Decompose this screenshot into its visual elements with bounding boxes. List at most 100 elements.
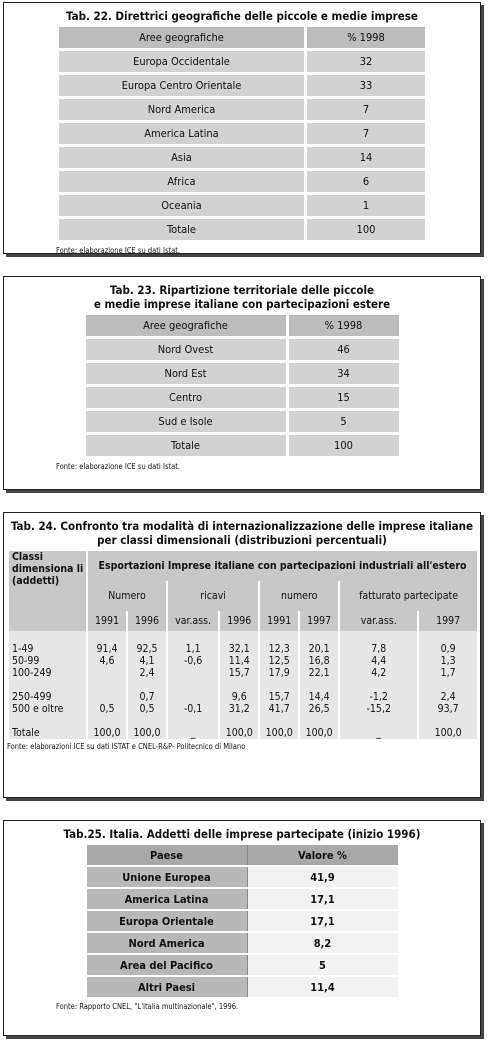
- header-cell: Paese: [86, 845, 247, 867]
- cell: Nord Ovest: [85, 337, 287, 363]
- title-line: e medie imprese italiane con partecipazi…: [93, 297, 391, 311]
- cell: 7,8: [338, 631, 419, 655]
- cell: 93,7: [417, 703, 477, 715]
- cell: 20,1: [298, 631, 340, 655]
- cell: 33: [304, 73, 425, 99]
- header-row: Aree geografiche% 1998: [59, 27, 425, 51]
- cell: 15,7: [218, 667, 260, 679]
- cell: 1: [304, 193, 425, 219]
- cell: 100-249: [7, 667, 87, 679]
- cell: 31,2: [218, 703, 260, 715]
- data-row: Europa Occidentale 32: [59, 49, 425, 75]
- cell: 17,1: [246, 910, 398, 933]
- cell: 34: [285, 361, 399, 387]
- table-box: Tab. 24. Confronto tra modalità di inter…: [3, 512, 481, 798]
- cell: 1,1: [165, 631, 220, 655]
- cell: Unione Europea: [86, 866, 247, 889]
- data-row: 500 e oltre 0,5 0,5 -0,1 31,2 41,7 26,5 -15,2 93…: [7, 703, 477, 715]
- cell: 100,0: [125, 715, 167, 739]
- data-row: 100-249 2,4 15,7 17,9 22,1 4,2 1,7: [7, 667, 477, 679]
- year-cell: 1996: [125, 611, 167, 631]
- year-cell: 1997: [298, 611, 340, 631]
- cell: 6: [304, 169, 425, 195]
- cell: Totale: [85, 433, 287, 459]
- header-cell: Aree geografiche: [59, 27, 306, 51]
- data-row: Nord Est 34: [85, 361, 399, 387]
- data-row: Totale 100: [85, 433, 399, 459]
- corner-cell: Classi dimensiona li (addetti): [7, 551, 87, 631]
- data-row: Asia 14: [59, 145, 425, 171]
- title-line: Tab. 23. Ripartizione territoriale delle…: [109, 283, 375, 297]
- header-row: Aree geografiche% 1998: [85, 315, 399, 339]
- cell: 15,7: [258, 679, 300, 703]
- cell: _: [165, 715, 220, 739]
- year-row: 1991 1996 var.ass. 1996 1991 1997 var.ass. 1997: [8, 611, 477, 631]
- data-row: Totale 100,0 100,0 _ 100,0 100,0 100,0 _ 100,0: [7, 715, 477, 739]
- cell: Asia: [59, 145, 306, 171]
- cell: 9,6: [218, 679, 260, 703]
- cell: Altri Paesi: [86, 976, 247, 999]
- table-title: Tab.25. Italia. Addetti delle imprese pa…: [63, 827, 421, 841]
- data-row: Europa Orientale 17,1: [86, 910, 398, 933]
- cell: Europa Centro Orientale: [59, 73, 306, 99]
- cell: -0,6: [165, 655, 220, 667]
- cell: Totale: [59, 217, 306, 243]
- cell: Area del Pacifico: [86, 954, 247, 977]
- source-note: Fonte: elaborazioni ICE su dati ISTAT e …: [7, 742, 246, 751]
- cell: 4,2: [338, 667, 419, 679]
- data-row: Unione Europea 41,9: [86, 866, 398, 889]
- cell: 12,5: [258, 655, 300, 667]
- data-table: Classi dimensiona li (addetti) Esportazio…: [7, 551, 477, 739]
- cell: 100: [285, 433, 399, 459]
- cell: 26,5: [298, 703, 340, 715]
- data-row: Centro 15: [85, 385, 399, 411]
- cell: Centro: [85, 385, 287, 411]
- cell: 100,0: [218, 715, 260, 739]
- cell: 100,0: [298, 715, 340, 739]
- cell: [86, 679, 127, 703]
- year-cell: var.ass.: [338, 611, 419, 631]
- cell: 100,0: [258, 715, 300, 739]
- cell: 4,1: [125, 655, 167, 667]
- year-cell: 1997: [417, 611, 477, 631]
- cell: 16,8: [298, 655, 340, 667]
- data-row: Oceania 1: [59, 193, 425, 219]
- cell: Totale: [7, 715, 87, 739]
- cell: 0,5: [125, 703, 167, 715]
- data-table: Aree geografiche% 1998 Nord Ovest 46 Nord E…: [85, 315, 399, 459]
- cell: 250-499: [7, 679, 87, 703]
- cell: 1,7: [417, 667, 477, 679]
- data-row: Area del Pacifico 5: [86, 954, 398, 977]
- table-title: Tab. 24. Confronto tra modalità di inter…: [4, 519, 480, 547]
- cell: 14: [304, 145, 425, 171]
- cell: 500 e oltre: [7, 703, 87, 715]
- table-title: Tab. 22. Direttrici geografiche delle pi…: [66, 9, 418, 23]
- header-row: Paese Valore %: [86, 845, 398, 867]
- cell: 41,7: [258, 703, 300, 715]
- cell: _: [338, 715, 419, 739]
- data-row: Totale 100: [59, 217, 425, 243]
- data-row: America Latina 17,1: [86, 888, 398, 911]
- data-row: 1-49 91,4 92,5 1,1 32,1 12,3 20,1 7,8 0,9: [7, 631, 477, 655]
- cell: 15: [285, 385, 399, 411]
- cell: America Latina: [86, 888, 247, 911]
- cell: 91,4: [86, 631, 127, 655]
- source-note: Fonte: elaborazione ICE su dati Istat.: [56, 462, 181, 471]
- cell: Nord America: [86, 932, 247, 955]
- table-box: Tab. 22. Direttrici geografiche delle pi…: [3, 2, 481, 255]
- cell: 4,6: [86, 655, 127, 667]
- header-cell: Aree geografiche: [85, 315, 287, 339]
- cell: [165, 679, 220, 703]
- cell: Africa: [59, 169, 306, 195]
- title-line: per classi dimensionali (distribuzioni p…: [97, 533, 387, 547]
- cell: 8,2: [246, 932, 398, 955]
- table-box: Tab.25. Italia. Addetti delle imprese pa…: [3, 820, 481, 1036]
- cell: 2,4: [417, 679, 477, 703]
- cell: 4,4: [338, 655, 419, 667]
- year-cell: 1996: [218, 611, 260, 631]
- year-cell: 1991: [258, 611, 300, 631]
- cell: Europa Orientale: [86, 910, 247, 933]
- subheader-row: Numero ricavi numero fatturato partecipate: [8, 581, 477, 611]
- cell: Europa Occidentale: [59, 49, 306, 75]
- subgroup-header: ricavi: [165, 581, 260, 611]
